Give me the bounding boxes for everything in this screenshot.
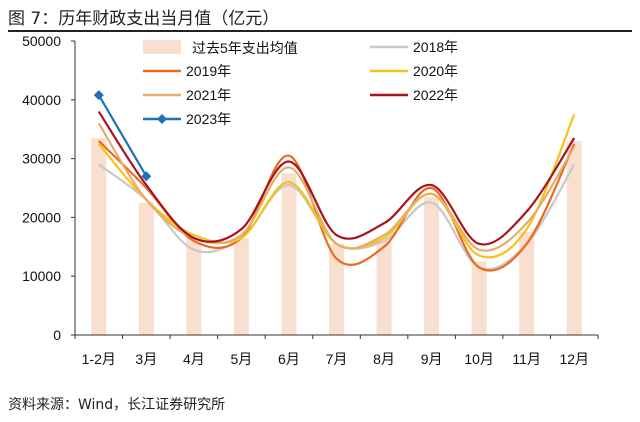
legend-marker bbox=[157, 114, 167, 124]
title-rule bbox=[8, 30, 632, 32]
bar-avg bbox=[281, 173, 297, 335]
data-point-marker bbox=[93, 90, 104, 101]
x-tick-label: 8月 bbox=[373, 351, 395, 367]
x-tick-label: 12月 bbox=[559, 351, 589, 367]
y-tick-label: 30000 bbox=[22, 151, 61, 167]
legend-label-2021: 2021年 bbox=[186, 87, 231, 103]
y-tick-label: 10000 bbox=[22, 268, 61, 284]
x-tick-label: 7月 bbox=[326, 351, 348, 367]
bar-avg bbox=[566, 140, 582, 335]
series-line-2021 bbox=[97, 122, 576, 252]
x-tick-label: 11月 bbox=[512, 351, 541, 367]
bar-avg bbox=[186, 237, 202, 335]
bar-avg bbox=[519, 232, 535, 335]
bar-avg bbox=[424, 196, 440, 335]
bar-avg bbox=[376, 240, 392, 335]
bar-avg bbox=[91, 138, 107, 335]
legend-label-2018: 2018年 bbox=[413, 39, 458, 55]
x-tick-label: 1-2月 bbox=[82, 351, 116, 367]
legend-label-2023: 2023年 bbox=[186, 111, 231, 127]
y-tick-label: 40000 bbox=[22, 92, 61, 108]
legend-label-2020: 2020年 bbox=[413, 63, 458, 79]
series-line-2023 bbox=[97, 94, 148, 177]
bar-avg bbox=[471, 261, 487, 335]
bar-avg bbox=[329, 243, 344, 335]
x-tick-label: 9月 bbox=[421, 351, 443, 367]
figure-title: 图 7：历年财政支出当月值（亿元） bbox=[8, 9, 280, 29]
legend-swatch-avg bbox=[143, 40, 181, 54]
x-tick-label: 6月 bbox=[278, 351, 300, 367]
series-line-2022 bbox=[97, 110, 576, 246]
chart: 0 10000 20000 30000 40000 50000 1-2月 3月 4月 5月 6月 7月… bbox=[22, 33, 599, 367]
data-point-marker bbox=[141, 171, 152, 182]
y-tick-label: 0 bbox=[53, 327, 61, 343]
x-tick-label: 10月 bbox=[464, 351, 494, 367]
bar-avg bbox=[138, 202, 154, 335]
x-tick-label: 4月 bbox=[183, 351, 205, 367]
source-note: 资料来源：Wind，长江证券研究所 bbox=[8, 397, 226, 413]
y-tick-label: 50000 bbox=[22, 33, 61, 49]
x-tick-label: 5月 bbox=[231, 351, 253, 367]
legend-label-2022: 2022年 bbox=[413, 87, 458, 103]
legend-label-avg: 过去5年支出均值 bbox=[192, 40, 298, 56]
bar-avg bbox=[233, 237, 249, 335]
legend-label-2019: 2019年 bbox=[186, 63, 231, 79]
y-tick-label: 20000 bbox=[22, 209, 61, 225]
x-tick-label: 3月 bbox=[135, 351, 157, 367]
